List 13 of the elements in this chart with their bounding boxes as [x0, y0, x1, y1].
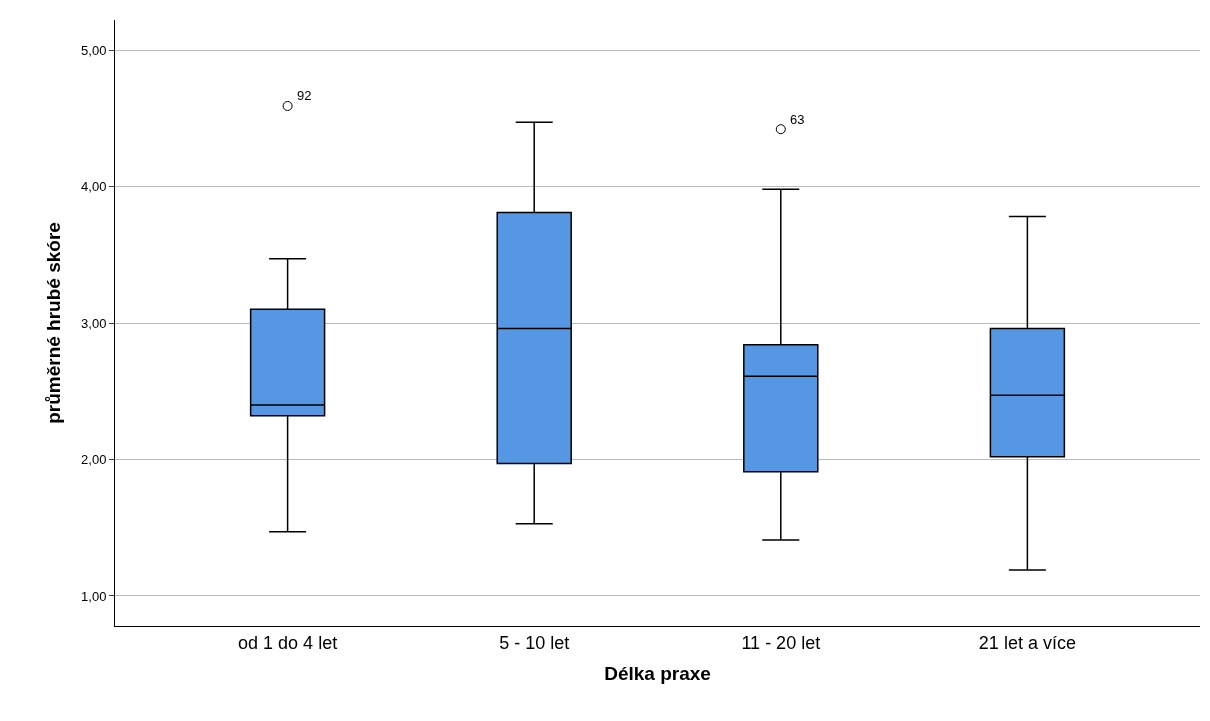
y-axis-title: průměrné hrubé skóre	[42, 222, 64, 424]
y-tick-label: 2,00	[81, 452, 107, 468]
y-tick-label: 1,00	[81, 588, 107, 604]
annotation: 63	[790, 112, 805, 127]
x-axis-title: Délka praxe	[604, 663, 711, 685]
y-tick-label: 3,00	[81, 315, 107, 331]
x-tick-label: 11 - 20 let	[741, 632, 821, 653]
y-tick-label: 5,00	[81, 42, 107, 58]
x-tick-label: 21 let a více	[978, 632, 1076, 653]
y-tick-label: 4,00	[81, 179, 107, 195]
x-tick-label: od 1 do 4 let	[238, 632, 338, 653]
x-tick-label: 5 - 10 let	[499, 632, 570, 653]
annotation: 92	[297, 88, 312, 103]
